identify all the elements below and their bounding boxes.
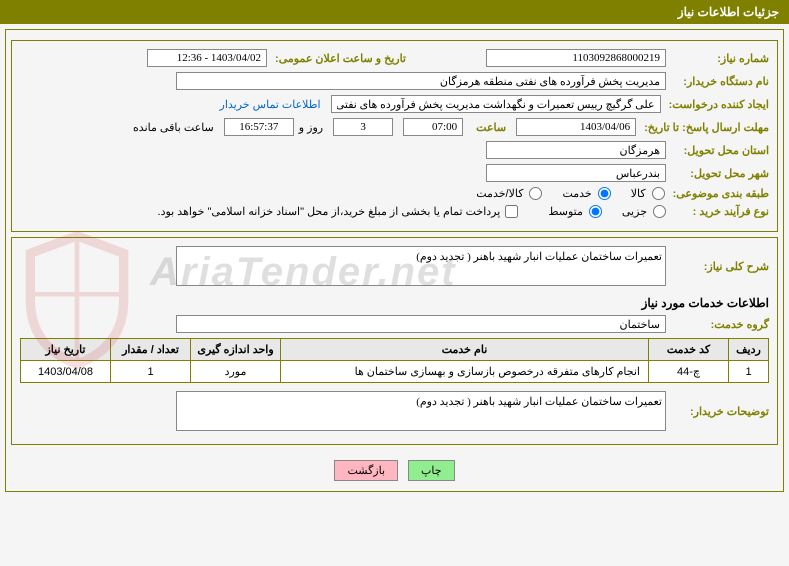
buyer-notes-textarea[interactable]: تعمیرات ساختمان عملیات انبار شهید باهنر …	[176, 391, 666, 431]
province-label: استان محل تحویل:	[674, 144, 769, 157]
radio-service: خدمت	[562, 187, 610, 200]
row-category: طبقه بندی موضوعی: کالا خدمت کالا/خدمت	[20, 187, 769, 200]
td-unit: مورد	[191, 361, 281, 383]
service-group-label: گروه خدمت:	[674, 318, 769, 331]
category-label: طبقه بندی موضوعی:	[673, 187, 769, 200]
buyer-name-input[interactable]	[176, 72, 666, 90]
row-need-number: شماره نیاز: تاریخ و ساعت اعلان عمومی:	[20, 49, 769, 67]
buyer-name-label: نام دستگاه خریدار:	[674, 75, 769, 88]
remaining-time-input[interactable]	[224, 118, 294, 136]
radio-partial-input[interactable]	[653, 205, 666, 218]
payment-note-label: پرداخت تمام یا بخشی از مبلغ خرید،از محل …	[158, 205, 501, 218]
row-purchase-type: نوع فرآیند خرید : جزیی متوسط پرداخت تمام…	[20, 205, 769, 218]
print-button[interactable]: چاپ	[408, 460, 455, 481]
td-name: انجام کارهای متفرقه درخصوص بازسازی و بهس…	[281, 361, 649, 383]
contact-link[interactable]: اطلاعات تماس خریدار	[220, 98, 321, 111]
th-date: تاریخ نیاز	[21, 339, 111, 361]
td-code: چ-44	[649, 361, 729, 383]
radio-service-label: خدمت	[562, 187, 591, 200]
requester-input[interactable]	[331, 95, 661, 113]
purchase-type-label: نوع فرآیند خرید :	[674, 205, 769, 218]
description-section: شرح کلی نیاز: تعمیرات ساختمان عملیات انب…	[11, 237, 778, 445]
back-button[interactable]: بازگشت	[334, 460, 398, 481]
page-header: جزئیات اطلاعات نیاز	[0, 0, 789, 24]
th-code: کد خدمت	[649, 339, 729, 361]
row-province: استان محل تحویل:	[20, 141, 769, 159]
category-radio-group: کالا خدمت کالا/خدمت	[476, 187, 664, 200]
td-date: 1403/04/08	[21, 361, 111, 383]
need-number-input[interactable]	[486, 49, 666, 67]
radio-medium-input[interactable]	[589, 205, 602, 218]
services-table: ردیف کد خدمت نام خدمت واحد اندازه گیری ت…	[20, 338, 769, 383]
radio-partial: جزیی	[622, 205, 666, 218]
row-general-desc: شرح کلی نیاز: تعمیرات ساختمان عملیات انب…	[20, 246, 769, 286]
purchase-type-radio-group: جزیی متوسط	[548, 205, 666, 218]
td-qty: 1	[111, 361, 191, 383]
radio-partial-label: جزیی	[622, 205, 647, 218]
deadline-time-input[interactable]	[403, 118, 463, 136]
table-row: 1 چ-44 انجام کارهای متفرقه درخصوص بازساز…	[21, 361, 769, 383]
province-input[interactable]	[486, 141, 666, 159]
th-row: ردیف	[729, 339, 769, 361]
th-unit: واحد اندازه گیری	[191, 339, 281, 361]
main-container: شماره نیاز: تاریخ و ساعت اعلان عمومی: نا…	[5, 29, 784, 492]
requester-label: ایجاد کننده درخواست:	[669, 98, 769, 111]
buyer-notes-label: توضیحات خریدار:	[674, 405, 769, 418]
deadline-label: مهلت ارسال پاسخ: تا تاریخ:	[644, 121, 769, 134]
payment-checkbox: پرداخت تمام یا بخشی از مبلغ خرید،از محل …	[158, 205, 519, 218]
service-info-title: اطلاعات خدمات مورد نیاز	[20, 296, 769, 310]
radio-service-input[interactable]	[598, 187, 611, 200]
row-requester: ایجاد کننده درخواست: اطلاعات تماس خریدار	[20, 95, 769, 113]
need-number-label: شماره نیاز:	[674, 52, 769, 65]
row-service-group: گروه خدمت:	[20, 315, 769, 333]
time-label: ساعت	[471, 121, 506, 134]
radio-goods: کالا	[631, 187, 665, 200]
row-deadline: مهلت ارسال پاسخ: تا تاریخ: ساعت روز و سا…	[20, 118, 769, 136]
row-buyer-name: نام دستگاه خریدار:	[20, 72, 769, 90]
row-city: شهر محل تحویل:	[20, 164, 769, 182]
th-qty: تعداد / مقدار	[111, 339, 191, 361]
radio-goods-service-input[interactable]	[529, 187, 542, 200]
radio-goods-label: کالا	[631, 187, 646, 200]
td-num: 1	[729, 361, 769, 383]
announce-date-label: تاریخ و ساعت اعلان عمومی:	[275, 52, 406, 65]
radio-medium-label: متوسط	[548, 205, 583, 218]
info-section: شماره نیاز: تاریخ و ساعت اعلان عمومی: نا…	[11, 40, 778, 232]
days-label: روز و	[299, 121, 323, 134]
general-desc-label: شرح کلی نیاز:	[674, 260, 769, 273]
service-group-input[interactable]	[176, 315, 666, 333]
remain-label: ساعت باقی مانده	[133, 121, 214, 134]
deadline-date-input[interactable]	[516, 118, 636, 136]
radio-medium: متوسط	[548, 205, 602, 218]
th-name: نام خدمت	[281, 339, 649, 361]
row-buyer-notes: توضیحات خریدار: تعمیرات ساختمان عملیات ا…	[20, 391, 769, 431]
announce-date-input[interactable]	[147, 49, 267, 67]
header-title: جزئیات اطلاعات نیاز	[678, 5, 779, 19]
payment-checkbox-input[interactable]	[505, 205, 518, 218]
table-header-row: ردیف کد خدمت نام خدمت واحد اندازه گیری ت…	[21, 339, 769, 361]
remaining-days-input[interactable]	[333, 118, 393, 136]
city-label: شهر محل تحویل:	[674, 167, 769, 180]
city-input[interactable]	[486, 164, 666, 182]
radio-goods-service-label: کالا/خدمت	[476, 187, 523, 200]
general-desc-textarea[interactable]: تعمیرات ساختمان عملیات انبار شهید باهنر …	[176, 246, 666, 286]
radio-goods-input[interactable]	[652, 187, 665, 200]
buttons-row: چاپ بازگشت	[11, 455, 778, 486]
radio-goods-service: کالا/خدمت	[476, 187, 542, 200]
